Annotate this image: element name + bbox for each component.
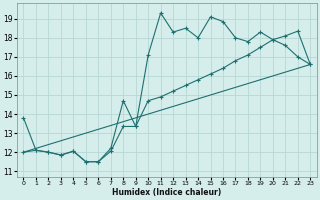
- X-axis label: Humidex (Indice chaleur): Humidex (Indice chaleur): [112, 188, 221, 197]
